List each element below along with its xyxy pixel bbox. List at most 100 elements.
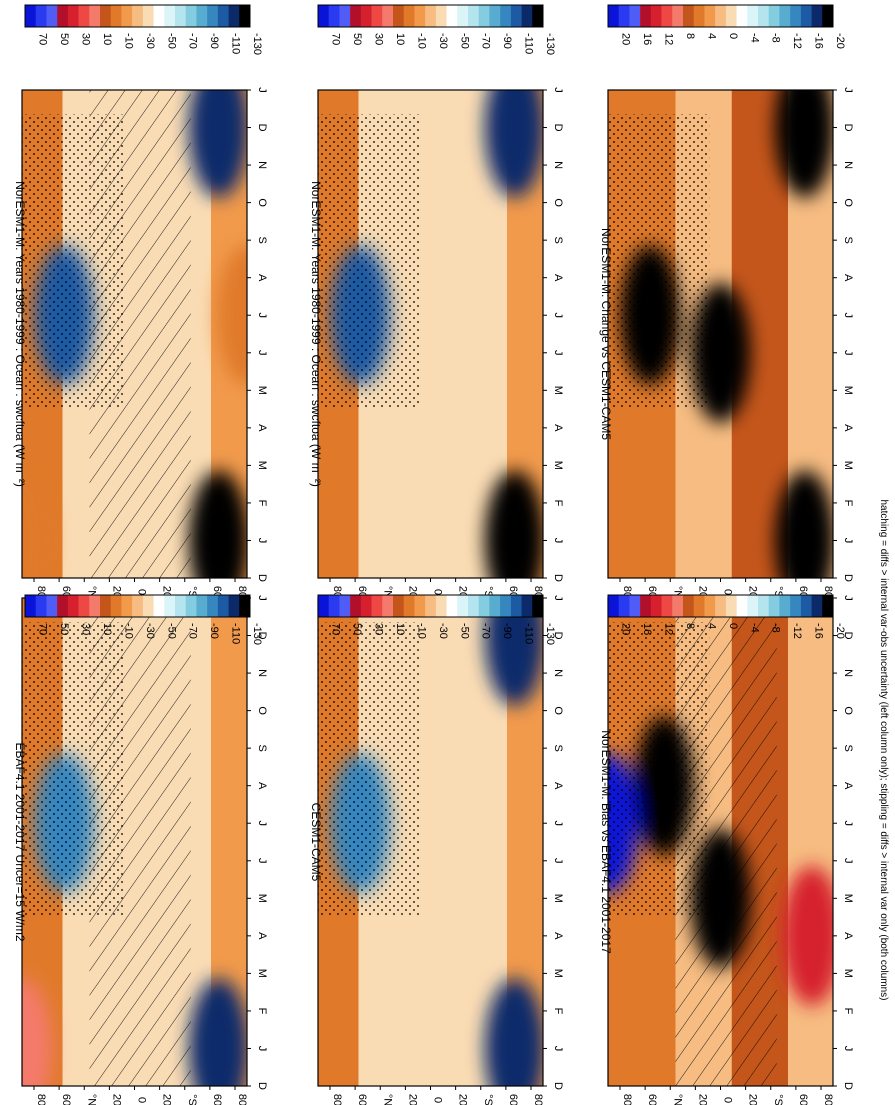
panel-title: NorESM1-M: Change vs CESM1-CAM5 xyxy=(599,228,613,440)
colorbar-swatch xyxy=(521,5,533,27)
lat-tick-label: 20 xyxy=(161,1094,173,1105)
colorbar-swatch xyxy=(725,5,737,27)
colorbar-label: 10 xyxy=(394,623,406,635)
heatmap-panel-top-right: 80 60 °N 20 0 20 °S 60 80DJFMAMJJASONDJNorESM1-M… xyxy=(309,87,564,598)
colorbar-swatch xyxy=(382,595,394,617)
colorbar-label: -130 xyxy=(544,623,556,645)
data-blob-core-1 xyxy=(704,312,737,393)
colorbar-label: 0 xyxy=(727,33,739,39)
month-tick-label: M xyxy=(842,386,854,395)
month-tick-label: A xyxy=(842,274,854,282)
colorbar-swatch xyxy=(46,595,58,617)
colorbar-swatch xyxy=(758,5,770,27)
lat-tick-label: 0 xyxy=(432,1097,444,1103)
colorbar-swatch xyxy=(164,5,176,27)
data-blob-core-2 xyxy=(498,90,531,168)
month-tick-label: J xyxy=(552,538,564,544)
colorbar-swatch xyxy=(371,595,383,617)
colorbar-swatch xyxy=(153,595,165,617)
colorbar-label: -110 xyxy=(230,33,242,54)
colorbar-swatch xyxy=(500,595,512,617)
colorbar-label: -70 xyxy=(187,623,199,639)
heatmap-field xyxy=(608,598,833,1086)
lat-tick-label: 80 xyxy=(236,1094,248,1105)
colorbar-label: -10 xyxy=(122,33,134,49)
month-tick-label: O xyxy=(256,198,268,207)
colorbar-swatch xyxy=(779,595,791,617)
month-tick-label: J xyxy=(552,87,564,93)
month-tick-label: J xyxy=(256,538,268,544)
colorbar-label: 4 xyxy=(705,623,717,629)
colorbar-swatch xyxy=(457,595,469,617)
colorbar-label: 10 xyxy=(394,33,406,45)
colorbar-swatch xyxy=(239,5,251,27)
colorbar-swatch xyxy=(661,595,673,617)
colorbar-swatch xyxy=(489,5,501,27)
colorbar-swatch xyxy=(435,5,447,27)
colorbar-swatch xyxy=(35,595,47,617)
data-blob-core-2 xyxy=(22,1008,38,1086)
month-tick-label: J xyxy=(552,312,564,318)
heatmap-field xyxy=(608,90,833,578)
month-tick-label: A xyxy=(552,424,564,432)
colorbar-label: -130 xyxy=(251,623,263,645)
colorbar-label: 8 xyxy=(684,623,696,629)
data-blob-core-1 xyxy=(202,500,235,578)
colorbar-swatch xyxy=(629,595,641,617)
colorbar-swatch xyxy=(608,5,620,27)
colorbar-label: 30 xyxy=(80,33,92,45)
colorbar-label: 8 xyxy=(684,33,696,39)
colorbar-swatch xyxy=(207,595,219,617)
colorbar-frame xyxy=(24,4,251,28)
colorbar-swatch xyxy=(446,595,458,617)
colorbar-swatch xyxy=(164,595,176,617)
heatmap-field xyxy=(22,90,247,578)
month-tick-label: F xyxy=(256,1008,268,1015)
colorbar-swatch xyxy=(661,5,673,27)
colorbar-swatch xyxy=(393,595,405,617)
month-tick-label: O xyxy=(256,706,268,715)
colorbar-label: -50 xyxy=(165,623,177,639)
colorbar-label: 50 xyxy=(58,33,70,45)
colorbar-swatch xyxy=(510,5,522,27)
heatmap-field xyxy=(318,598,543,1086)
month-tick-label: D xyxy=(552,632,564,640)
month-tick-label: A xyxy=(256,274,268,282)
lat-tick-label: °S xyxy=(186,1094,198,1105)
month-tick-label: A xyxy=(552,782,564,790)
colorbar-swatch xyxy=(618,5,630,27)
data-blob-core-2 xyxy=(202,90,235,168)
colorbar-swatch xyxy=(46,5,58,27)
month-tick-label: D xyxy=(256,574,268,582)
colorbar-swatch xyxy=(25,5,37,27)
lat-tick-label: 0 xyxy=(722,1097,734,1103)
colorbar-label: -16 xyxy=(813,33,825,49)
month-tick-label: A xyxy=(842,932,854,940)
data-blob-core-3 xyxy=(788,90,821,168)
colorbar-label: -130 xyxy=(251,33,263,55)
month-tick-label: D xyxy=(842,574,854,582)
colorbar-label: 70 xyxy=(37,33,49,45)
colorbar-frame xyxy=(24,594,251,618)
colorbar-swatch xyxy=(239,595,251,617)
month-tick-label: A xyxy=(256,424,268,432)
colorbar-label: 16 xyxy=(641,33,653,45)
month-tick-label: J xyxy=(256,312,268,318)
colorbar-label: -30 xyxy=(144,33,156,49)
colorbar-label: -50 xyxy=(458,623,470,639)
colorbar-label: 50 xyxy=(58,623,70,635)
month-tick-label: O xyxy=(842,198,854,207)
month-tick-label: O xyxy=(552,706,564,715)
colorbar-swatch xyxy=(811,5,823,27)
colorbar-swatch xyxy=(468,595,480,617)
colorbar-bottom-left: 20 16 12 8 4 0 -4 -8 -12 -16 -20 xyxy=(607,594,846,639)
lat-tick-label: 80 xyxy=(621,1094,633,1105)
month-tick-label: M xyxy=(552,461,564,470)
colorbar-swatch xyxy=(339,595,351,617)
lat-tick-label: 20 xyxy=(457,1094,469,1105)
stippling xyxy=(318,114,420,408)
data-blob-core-1 xyxy=(202,1008,235,1086)
month-tick-label: N xyxy=(842,669,854,677)
colorbar-swatch xyxy=(228,595,240,617)
month-tick-label: D xyxy=(842,124,854,132)
